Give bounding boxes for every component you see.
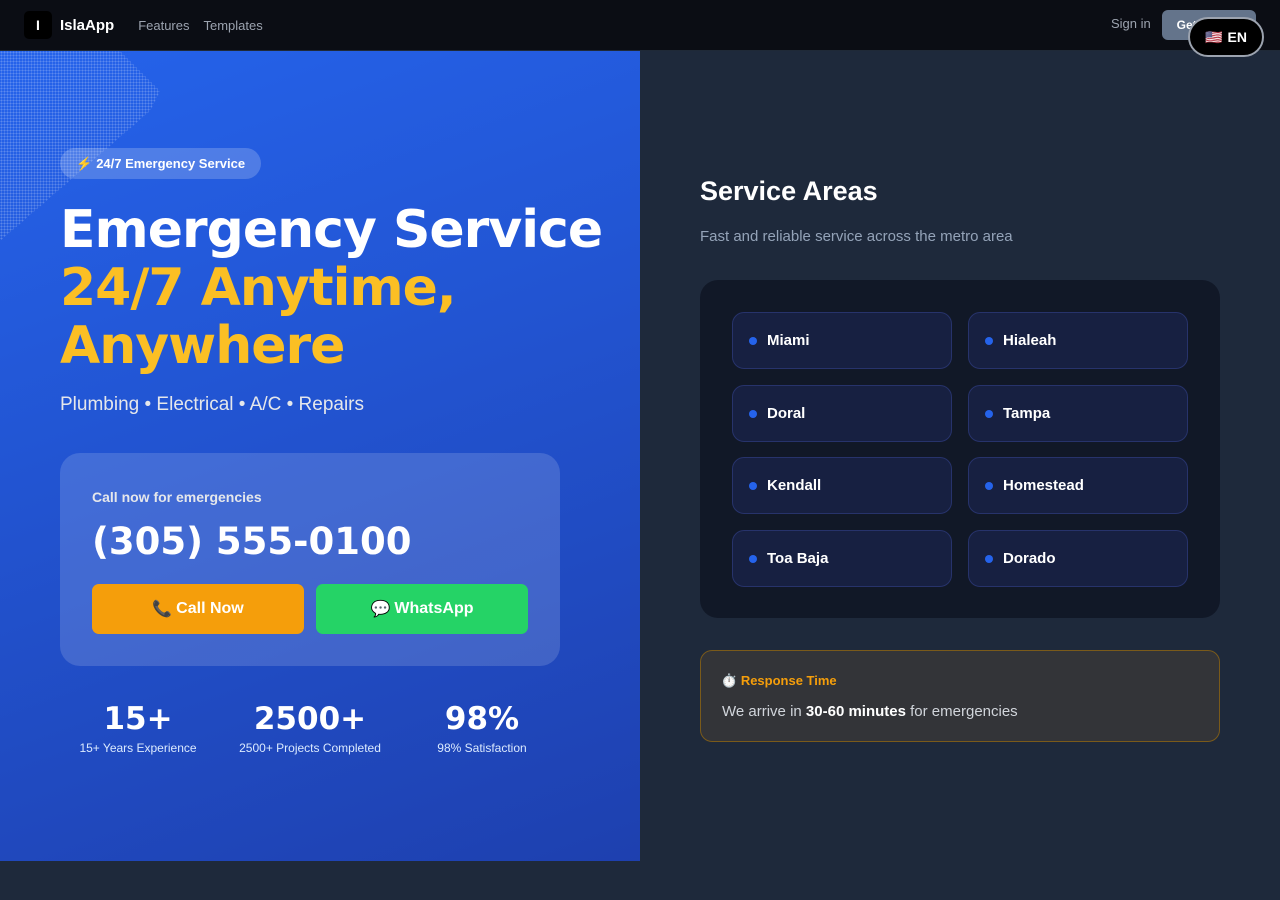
area-item[interactable]: Homestead xyxy=(968,457,1188,514)
response-text-after: for emergencies xyxy=(905,703,1018,720)
stat-projects: 2500+ 2500+ Projects Completed xyxy=(239,701,381,755)
stat-label: 2500+ Projects Completed xyxy=(239,741,381,755)
response-highlight: 30-60 minutes xyxy=(805,703,906,720)
speech-bubble-icon: 💬 xyxy=(370,601,391,618)
logo[interactable]: I xyxy=(24,11,52,39)
phone-number[interactable]: (305) 555-0100 xyxy=(92,520,412,563)
stat-value: 15+ xyxy=(103,701,173,737)
area-name: Dorado xyxy=(1003,550,1056,567)
area-name: Miami xyxy=(767,332,810,349)
areas-grid: Miami Hialeah Doral Tampa Kendall Homest… xyxy=(700,280,1220,618)
response-title: ⏱️ Response Time xyxy=(721,673,837,689)
area-name: Hialeah xyxy=(1003,332,1057,349)
area-name: Tampa xyxy=(1003,405,1051,422)
phone-icon: 📞 xyxy=(152,601,173,618)
stopwatch-icon: ⏱️ xyxy=(721,673,738,688)
brand-name[interactable]: IslaApp xyxy=(60,16,115,34)
response-text: We arrive in 30-60 minutes for emergenci… xyxy=(722,703,1018,720)
area-item[interactable]: Doral xyxy=(732,385,952,442)
hero-title: Emergency Service 24/7 Anytime, Anywhere xyxy=(60,200,603,376)
services-list: Plumbing • Electrical • A/C • Repairs xyxy=(60,394,365,415)
section-title: Service Areas xyxy=(700,176,878,206)
stat-experience: 15+ 15+ Years Experience xyxy=(79,701,196,755)
call-now-button[interactable]: 📞 Call Now xyxy=(92,584,304,634)
stat-value: 2500+ xyxy=(253,701,367,737)
bullet-icon xyxy=(749,554,757,563)
whatsapp-label: WhatsApp xyxy=(394,600,474,617)
stat-label: 15+ Years Experience xyxy=(79,741,197,755)
language-switcher[interactable]: 🇺🇸 EN xyxy=(1188,17,1264,57)
stat-label: 98% Satisfaction xyxy=(437,741,527,755)
response-text-before: We arrive in xyxy=(722,703,806,720)
whatsapp-button[interactable]: 💬 WhatsApp xyxy=(316,584,528,634)
area-item[interactable]: Toa Baja xyxy=(732,530,952,587)
bullet-icon xyxy=(749,336,757,345)
area-item[interactable]: Kendall xyxy=(732,457,952,514)
stat-value: 98% xyxy=(444,701,520,737)
area-item[interactable]: Tampa xyxy=(968,385,1188,442)
area-name: Kendall xyxy=(767,477,822,494)
area-item[interactable]: Miami xyxy=(732,312,952,369)
response-title-text: Response Time xyxy=(740,673,837,688)
area-name: Toa Baja xyxy=(767,550,829,567)
response-time-card: ⏱️ Response Time We arrive in 30-60 minu… xyxy=(700,650,1220,742)
bullet-icon xyxy=(749,409,757,418)
bullet-icon xyxy=(985,409,993,418)
area-name: Doral xyxy=(767,405,806,422)
title-line-3: Anywhere xyxy=(60,316,345,376)
top-nav: I IslaApp Features Templates Sign in Get… xyxy=(0,0,1280,57)
bullet-icon xyxy=(749,481,757,490)
hero-section: ⚡ 24/7 Emergency Service Emergency Servi… xyxy=(0,51,640,861)
title-line-1: Emergency Service xyxy=(60,200,603,260)
area-name: Homestead xyxy=(1003,477,1084,494)
bullet-icon xyxy=(985,554,993,563)
nav-link-templates[interactable]: Templates xyxy=(203,17,263,33)
area-item[interactable]: Hialeah xyxy=(968,312,1188,369)
title-line-2: 24/7 Anytime, xyxy=(60,258,457,318)
sign-in-link[interactable]: Sign in xyxy=(1111,16,1151,31)
call-now-label: Call Now xyxy=(176,600,244,617)
language-label: EN xyxy=(1227,29,1247,45)
bullet-icon xyxy=(985,481,993,490)
call-card: Call now for emergencies (305) 555-0100 … xyxy=(60,453,560,666)
area-item[interactable]: Dorado xyxy=(968,530,1188,587)
us-flag-icon: 🇺🇸 xyxy=(1205,28,1223,45)
section-subtitle: Fast and reliable service across the met… xyxy=(700,228,1013,245)
bullet-icon xyxy=(985,336,993,345)
call-label: Call now for emergencies xyxy=(92,489,262,505)
badge-text: 24/7 Emergency Service xyxy=(96,156,246,171)
stat-satisfaction: 98% 98% Satisfaction xyxy=(437,701,526,755)
nav-link-features[interactable]: Features xyxy=(138,17,190,33)
emergency-badge: ⚡ 24/7 Emergency Service xyxy=(60,148,262,179)
lightning-icon: ⚡ xyxy=(76,155,93,171)
